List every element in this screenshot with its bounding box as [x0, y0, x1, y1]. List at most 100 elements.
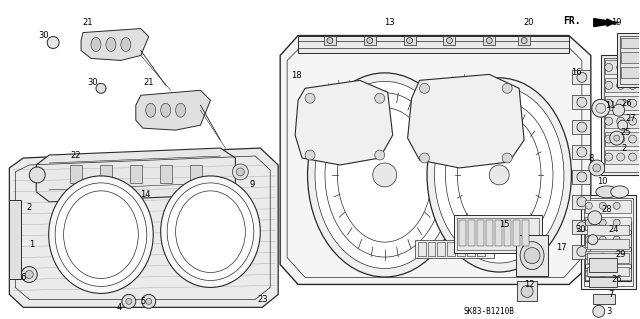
Circle shape: [577, 197, 587, 207]
Circle shape: [613, 219, 620, 226]
Bar: [617, 33, 640, 87]
Circle shape: [586, 219, 592, 226]
Text: 24: 24: [609, 225, 619, 234]
Bar: [621, 52, 640, 63]
Circle shape: [486, 38, 492, 43]
Circle shape: [593, 164, 601, 172]
Ellipse shape: [520, 241, 544, 270]
Circle shape: [588, 211, 602, 225]
Ellipse shape: [106, 38, 116, 51]
Bar: [621, 67, 640, 78]
Ellipse shape: [468, 86, 490, 104]
Circle shape: [588, 235, 598, 245]
Bar: [572, 170, 590, 184]
Text: FR.: FR.: [563, 16, 581, 26]
Bar: [604, 58, 640, 172]
Text: 26: 26: [621, 99, 632, 108]
Bar: [189, 165, 202, 183]
Circle shape: [577, 72, 587, 82]
Bar: [572, 120, 590, 134]
Circle shape: [605, 135, 612, 143]
Bar: [468, 220, 476, 246]
Bar: [417, 241, 426, 256]
Bar: [364, 35, 376, 46]
Bar: [298, 35, 569, 54]
Bar: [404, 35, 415, 46]
Polygon shape: [10, 148, 278, 307]
Circle shape: [605, 63, 612, 71]
Text: 8: 8: [588, 153, 593, 162]
Bar: [477, 220, 484, 246]
Bar: [593, 294, 614, 304]
Circle shape: [605, 153, 612, 161]
Circle shape: [599, 219, 606, 226]
Text: 15: 15: [499, 220, 509, 229]
Text: 9: 9: [250, 180, 255, 189]
Text: 30: 30: [575, 225, 586, 234]
Text: 2: 2: [27, 203, 32, 212]
Circle shape: [617, 135, 625, 143]
Circle shape: [524, 248, 540, 263]
Circle shape: [47, 37, 59, 48]
Circle shape: [628, 81, 637, 89]
Text: 23: 23: [257, 295, 268, 304]
Bar: [454, 215, 542, 253]
Ellipse shape: [167, 183, 254, 280]
Circle shape: [599, 270, 606, 277]
Text: 29: 29: [616, 250, 626, 259]
Circle shape: [577, 222, 587, 232]
Circle shape: [577, 147, 587, 157]
Polygon shape: [408, 74, 524, 168]
Circle shape: [502, 83, 512, 93]
Circle shape: [605, 117, 612, 125]
Text: 10: 10: [598, 177, 608, 186]
Bar: [572, 70, 590, 84]
Circle shape: [521, 38, 527, 43]
Ellipse shape: [146, 103, 156, 117]
Bar: [10, 200, 21, 279]
Circle shape: [613, 202, 620, 209]
Circle shape: [26, 271, 33, 278]
Bar: [589, 257, 617, 271]
Ellipse shape: [161, 176, 260, 287]
Circle shape: [126, 298, 132, 304]
Ellipse shape: [49, 176, 153, 293]
Circle shape: [592, 99, 610, 117]
Circle shape: [305, 150, 315, 160]
Bar: [585, 268, 630, 280]
Ellipse shape: [308, 73, 462, 277]
Circle shape: [628, 99, 637, 107]
Circle shape: [375, 93, 385, 103]
Text: 27: 27: [625, 114, 636, 123]
Circle shape: [29, 167, 45, 183]
Bar: [589, 278, 617, 287]
Circle shape: [232, 164, 248, 180]
Ellipse shape: [315, 81, 454, 269]
Circle shape: [586, 236, 592, 243]
Circle shape: [599, 236, 606, 243]
Bar: [477, 241, 485, 256]
Bar: [572, 245, 590, 259]
Bar: [572, 145, 590, 159]
Circle shape: [617, 81, 625, 89]
Bar: [486, 220, 493, 246]
Polygon shape: [594, 19, 619, 26]
Circle shape: [628, 117, 637, 125]
Bar: [100, 165, 112, 183]
Bar: [513, 220, 520, 246]
Ellipse shape: [55, 183, 147, 286]
Bar: [605, 78, 640, 92]
Circle shape: [614, 135, 620, 141]
Bar: [458, 218, 539, 249]
Bar: [70, 165, 82, 183]
Circle shape: [447, 38, 452, 43]
Text: 16: 16: [572, 68, 582, 77]
Text: 17: 17: [556, 243, 566, 252]
Text: 18: 18: [291, 71, 301, 80]
Circle shape: [420, 83, 429, 93]
Circle shape: [420, 153, 429, 163]
Circle shape: [122, 294, 136, 308]
Circle shape: [628, 135, 637, 143]
Ellipse shape: [444, 86, 465, 104]
Circle shape: [613, 270, 620, 277]
